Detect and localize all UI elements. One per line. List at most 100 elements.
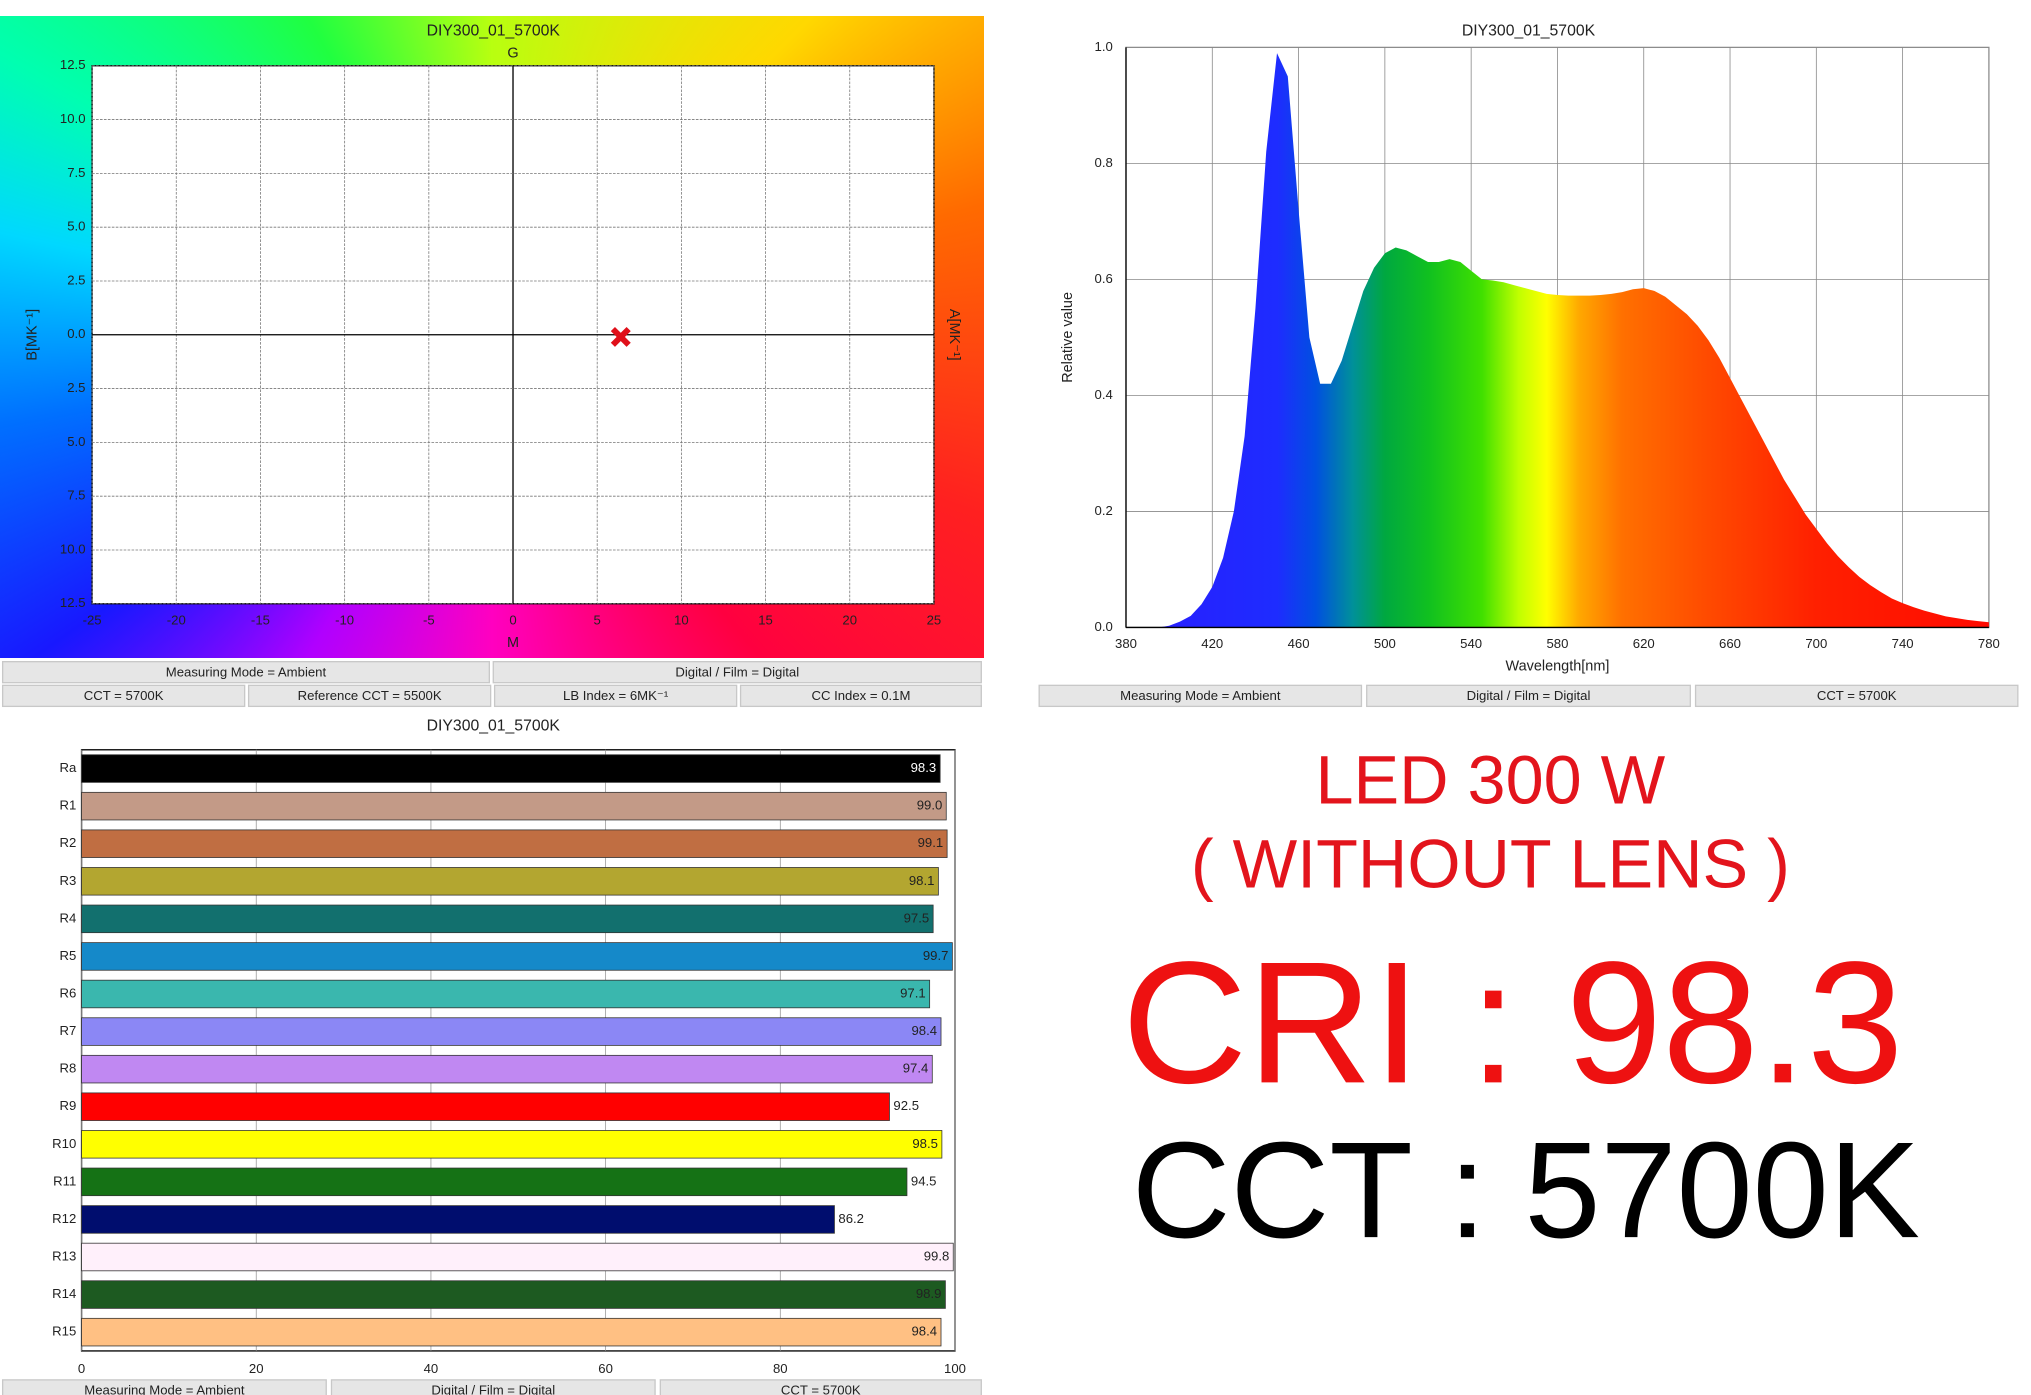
bar [81,754,941,783]
status-text: Measuring Mode = Ambient [166,664,327,679]
x-tick-label: 500 [1374,636,1396,651]
x-tick-label: 780 [1978,636,2000,651]
status-text: CCT = 5700K [84,688,164,703]
x-tick-label: 60 [598,1361,613,1376]
category-label: R1 [59,798,76,813]
category-label: R11 [53,1173,76,1188]
x-tick-label: 580 [1546,636,1568,651]
y-tick-label: 7.5 [67,165,85,180]
y-tick-label: 10.0 [60,111,86,126]
y-tick-label: 2.5 [67,272,85,287]
status-cell [1,660,490,684]
x-tick-label: 40 [424,1361,439,1376]
status-cell [1,684,246,708]
value-label: 98.3 [911,760,937,775]
status-text: CCT = 5700K [1817,688,1897,703]
x-tick-label: 740 [1892,636,1914,651]
status-cell [492,660,982,684]
y-tick-label: 10.0 [60,541,86,556]
x-tick-label: 10 [674,612,689,627]
y-tick-label: 7.5 [67,488,85,503]
value-label: 97.1 [900,985,926,1000]
bar [81,1017,942,1046]
chart-title: DIY300_01_5700K [427,23,561,40]
point-marker [610,326,631,347]
status-text: Digital / Film = Digital [675,664,799,679]
cri-headline: CRI : 98.3 [1122,925,1904,1119]
y-tick-label: 0.0 [1095,619,1113,634]
x-tick-label: 700 [1805,636,1827,651]
y-axis-label: Relative value [1060,292,1076,383]
category-label: R12 [52,1211,76,1226]
y-tick-label: 0.2 [1095,503,1113,518]
value-label: 86.2 [838,1211,864,1226]
category-label: Ra [59,760,76,775]
bar [81,867,939,896]
x-tick-label: 80 [773,1361,788,1376]
bar [81,1092,890,1121]
status-text: LB Index = 6MK⁻¹ [563,688,669,703]
status-text: Reference CCT = 5500K [298,688,442,703]
value-label: 98.4 [911,1023,937,1038]
caption-line: ( WITHOUT LENS ) [1191,827,1790,903]
status-text: Measuring Mode = Ambient [1120,688,1281,703]
bar [81,942,953,971]
bar [81,791,947,821]
status-cell [330,1379,656,1395]
bottom-axis-label: M [507,635,519,651]
status-cell [739,684,982,708]
value-label: 99.1 [918,835,944,850]
category-label: R3 [59,873,76,888]
y-tick-label: 12.5 [60,57,86,72]
value-label: 97.4 [903,1061,929,1076]
y-tick-label: 0.4 [1095,387,1113,402]
status-text: Measuring Mode = Ambient [84,1383,245,1395]
chart-title: DIY300_01_5700K [1462,23,1596,40]
x-tick-label: 20 [842,612,857,627]
x-tick-label: 15 [758,612,773,627]
category-label: R6 [59,985,76,1000]
status-cell [1694,684,2019,708]
value-label: 99.7 [923,948,949,963]
x-axis-label: Wavelength[nm] [1505,659,1609,675]
value-label: 98.4 [911,1324,937,1339]
top-axis-label: G [507,46,518,62]
spectrum-area [1125,53,1989,628]
x-tick-label: 660 [1719,636,1741,651]
x-tick-label: 100 [944,1361,966,1376]
value-label: 94.5 [911,1173,937,1188]
x-tick-label: 5 [594,612,601,627]
status-text: Digital / Film = Digital [1467,688,1591,703]
x-tick-label: 620 [1633,636,1655,651]
y-tick-label: 5.0 [67,219,85,234]
category-label: R2 [59,835,76,850]
x-tick-label: -20 [167,612,186,627]
bar [81,1205,835,1234]
x-tick-label: -5 [423,612,435,627]
x-tick-label: 460 [1288,636,1310,651]
y-tick-label: 0.8 [1095,155,1113,170]
status-cell [1366,684,1691,708]
y-tick-label: 5.0 [67,434,85,449]
bar [81,904,934,934]
x-tick-label: -15 [251,612,270,627]
status-cell [659,1379,982,1395]
y-tick-label: 0.0 [67,326,85,341]
category-label: R14 [52,1286,76,1301]
status-text: Digital / Film = Digital [431,1383,555,1395]
value-label: 97.5 [904,910,930,925]
x-tick-label: -25 [83,612,102,627]
value-label: 99.8 [924,1248,950,1263]
status-cell [247,684,492,708]
bar [81,1167,908,1197]
status-text: CCT = 5700K [781,1383,861,1395]
category-label: R8 [59,1061,76,1076]
status-cell [493,684,738,708]
y-tick-label: 12.5 [60,595,86,610]
category-label: R13 [52,1248,76,1263]
status-cell [1038,684,1363,708]
value-label: 99.0 [917,798,943,813]
right-axis-label: A[MK⁻¹] [946,309,962,361]
